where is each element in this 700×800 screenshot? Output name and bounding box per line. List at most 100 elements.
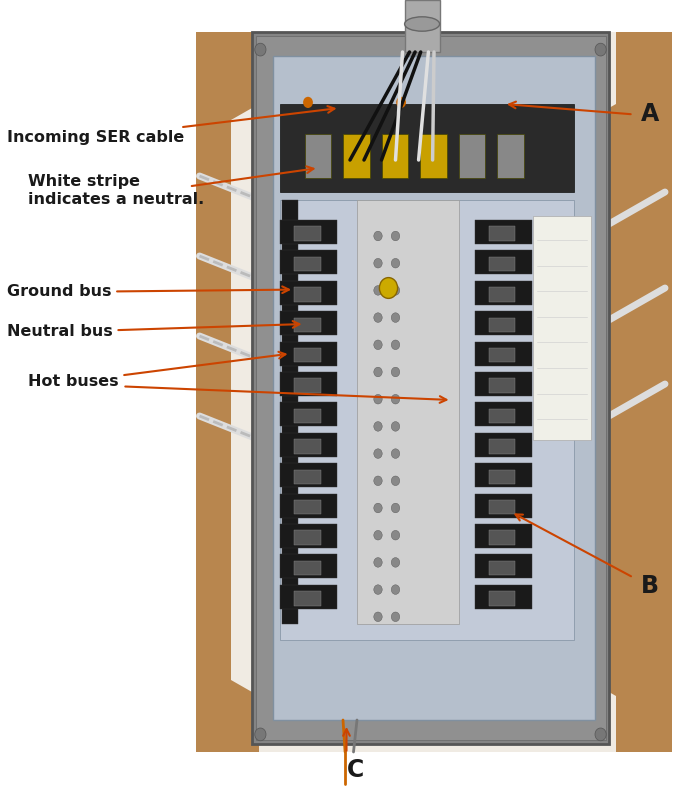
- Bar: [489, 439, 515, 454]
- Polygon shape: [588, 32, 672, 752]
- Circle shape: [374, 340, 382, 350]
- Circle shape: [391, 367, 400, 377]
- Circle shape: [391, 231, 400, 241]
- Bar: [489, 591, 515, 606]
- Circle shape: [391, 476, 400, 486]
- Circle shape: [374, 286, 382, 295]
- Bar: [280, 463, 337, 487]
- Circle shape: [374, 258, 382, 268]
- Bar: [475, 554, 532, 578]
- Bar: [280, 342, 337, 366]
- Bar: [280, 104, 574, 192]
- Bar: [280, 402, 337, 426]
- Bar: [475, 220, 532, 244]
- Circle shape: [391, 394, 400, 404]
- Bar: [294, 530, 321, 545]
- Bar: [475, 433, 532, 457]
- Bar: [280, 220, 337, 244]
- Bar: [475, 311, 532, 335]
- Bar: [294, 226, 321, 241]
- Bar: [475, 524, 532, 548]
- Bar: [280, 372, 337, 396]
- Bar: [533, 216, 591, 440]
- Bar: [280, 494, 337, 518]
- Circle shape: [374, 530, 382, 540]
- Circle shape: [374, 422, 382, 431]
- Ellipse shape: [405, 17, 440, 31]
- Bar: [280, 554, 337, 578]
- Circle shape: [391, 503, 400, 513]
- Text: C: C: [346, 758, 364, 782]
- Bar: [489, 500, 515, 514]
- Circle shape: [374, 503, 382, 513]
- Bar: [489, 530, 515, 545]
- Circle shape: [595, 728, 606, 741]
- Circle shape: [255, 43, 266, 56]
- Bar: [489, 348, 515, 362]
- Circle shape: [391, 286, 400, 295]
- Circle shape: [391, 585, 400, 594]
- Text: A: A: [640, 102, 659, 126]
- Bar: [280, 250, 337, 274]
- Bar: [294, 561, 321, 575]
- Bar: [382, 134, 408, 178]
- Circle shape: [374, 394, 382, 404]
- Circle shape: [303, 97, 313, 108]
- Bar: [458, 134, 485, 178]
- Bar: [475, 585, 532, 609]
- Bar: [294, 500, 321, 514]
- Bar: [489, 226, 515, 241]
- Bar: [489, 470, 515, 484]
- Circle shape: [391, 612, 400, 622]
- Circle shape: [391, 258, 400, 268]
- Bar: [294, 591, 321, 606]
- Bar: [489, 378, 515, 393]
- Polygon shape: [196, 32, 259, 752]
- Circle shape: [391, 530, 400, 540]
- Circle shape: [255, 728, 266, 741]
- Bar: [280, 524, 337, 548]
- Circle shape: [391, 449, 400, 458]
- Bar: [280, 311, 337, 335]
- Bar: [252, 32, 609, 744]
- Circle shape: [374, 231, 382, 241]
- Bar: [489, 257, 515, 271]
- Circle shape: [391, 340, 400, 350]
- Circle shape: [374, 449, 382, 458]
- Bar: [475, 463, 532, 487]
- Bar: [475, 402, 532, 426]
- Bar: [294, 409, 321, 423]
- Bar: [280, 585, 337, 609]
- Circle shape: [374, 612, 382, 622]
- Bar: [294, 318, 321, 332]
- Text: Neutral bus: Neutral bus: [7, 321, 300, 339]
- Bar: [294, 257, 321, 271]
- Text: Ground bus: Ground bus: [7, 285, 289, 299]
- Circle shape: [374, 558, 382, 567]
- Bar: [489, 318, 515, 332]
- Bar: [294, 348, 321, 362]
- Text: B: B: [640, 574, 659, 598]
- Bar: [282, 200, 298, 624]
- Circle shape: [374, 367, 382, 377]
- Circle shape: [595, 43, 606, 56]
- Bar: [405, 0, 440, 52]
- Bar: [304, 134, 331, 178]
- Bar: [489, 409, 515, 423]
- Circle shape: [379, 278, 398, 298]
- Bar: [280, 200, 574, 640]
- Text: Hot buses: Hot buses: [28, 352, 286, 389]
- Bar: [489, 287, 515, 302]
- Bar: [294, 378, 321, 393]
- Bar: [475, 281, 532, 305]
- Bar: [475, 342, 532, 366]
- Bar: [475, 494, 532, 518]
- Bar: [280, 433, 337, 457]
- Bar: [489, 561, 515, 575]
- Circle shape: [391, 422, 400, 431]
- Bar: [294, 470, 321, 484]
- Circle shape: [374, 313, 382, 322]
- Circle shape: [391, 558, 400, 567]
- Bar: [475, 372, 532, 396]
- Text: Incoming SER cable: Incoming SER cable: [7, 106, 335, 145]
